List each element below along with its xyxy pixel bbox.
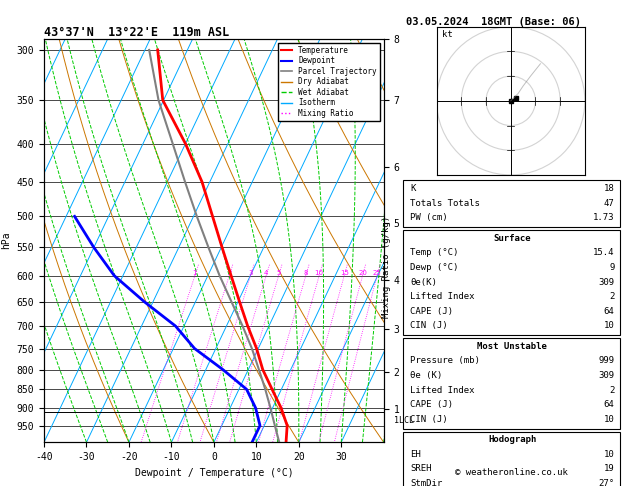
Text: 2: 2 xyxy=(609,292,615,301)
Text: 27°: 27° xyxy=(598,479,615,486)
Text: 64: 64 xyxy=(604,400,615,409)
Text: 19: 19 xyxy=(604,464,615,473)
Text: 1LCL: 1LCL xyxy=(394,416,414,425)
Text: 10: 10 xyxy=(604,450,615,459)
Text: 64: 64 xyxy=(604,307,615,316)
Text: 20: 20 xyxy=(358,270,367,276)
Text: 18: 18 xyxy=(604,184,615,193)
Text: kt: kt xyxy=(442,30,452,38)
Text: 2: 2 xyxy=(609,385,615,395)
Text: Lifted Index: Lifted Index xyxy=(410,385,475,395)
Text: 309: 309 xyxy=(598,371,615,380)
Y-axis label: hPa: hPa xyxy=(1,232,11,249)
Text: PW (cm): PW (cm) xyxy=(410,213,448,222)
Text: CAPE (J): CAPE (J) xyxy=(410,307,453,316)
Text: Hodograph: Hodograph xyxy=(488,435,537,444)
Text: 4: 4 xyxy=(264,270,269,276)
Text: 10: 10 xyxy=(314,270,324,276)
Text: 8: 8 xyxy=(304,270,308,276)
Text: CIN (J): CIN (J) xyxy=(410,321,448,330)
Text: 10: 10 xyxy=(604,321,615,330)
Text: Totals Totals: Totals Totals xyxy=(410,199,480,208)
Text: 5: 5 xyxy=(276,270,281,276)
Text: 2: 2 xyxy=(227,270,231,276)
Text: 15.4: 15.4 xyxy=(593,248,615,258)
Text: Pressure (mb): Pressure (mb) xyxy=(410,356,480,365)
Text: 15: 15 xyxy=(340,270,348,276)
Text: 47: 47 xyxy=(604,199,615,208)
Text: θe(K): θe(K) xyxy=(410,278,437,287)
Text: Most Unstable: Most Unstable xyxy=(477,342,547,351)
Text: Temp (°C): Temp (°C) xyxy=(410,248,459,258)
Text: 10: 10 xyxy=(604,415,615,424)
Text: Mixing Ratio (g/kg): Mixing Ratio (g/kg) xyxy=(382,216,391,318)
Text: StmDir: StmDir xyxy=(410,479,442,486)
Text: © weatheronline.co.uk: © weatheronline.co.uk xyxy=(455,468,567,477)
Text: 999: 999 xyxy=(598,356,615,365)
Text: 43°37'N  13°22'E  119m ASL: 43°37'N 13°22'E 119m ASL xyxy=(44,26,230,39)
Text: 3: 3 xyxy=(248,270,253,276)
Text: SREH: SREH xyxy=(410,464,431,473)
Text: K: K xyxy=(410,184,416,193)
Text: 309: 309 xyxy=(598,278,615,287)
Text: 9: 9 xyxy=(609,263,615,272)
Text: 03.05.2024  18GMT (Base: 06): 03.05.2024 18GMT (Base: 06) xyxy=(406,17,581,27)
Y-axis label: km
ASL: km ASL xyxy=(405,232,426,249)
Text: Surface: Surface xyxy=(494,234,531,243)
Text: CAPE (J): CAPE (J) xyxy=(410,400,453,409)
Text: θe (K): θe (K) xyxy=(410,371,442,380)
Text: 1.73: 1.73 xyxy=(593,213,615,222)
Text: EH: EH xyxy=(410,450,421,459)
Text: 1: 1 xyxy=(192,270,197,276)
Text: Dewp (°C): Dewp (°C) xyxy=(410,263,459,272)
Text: 25: 25 xyxy=(373,270,381,276)
Text: CIN (J): CIN (J) xyxy=(410,415,448,424)
Legend: Temperature, Dewpoint, Parcel Trajectory, Dry Adiabat, Wet Adiabat, Isotherm, Mi: Temperature, Dewpoint, Parcel Trajectory… xyxy=(277,43,380,121)
X-axis label: Dewpoint / Temperature (°C): Dewpoint / Temperature (°C) xyxy=(135,468,293,478)
Text: Lifted Index: Lifted Index xyxy=(410,292,475,301)
